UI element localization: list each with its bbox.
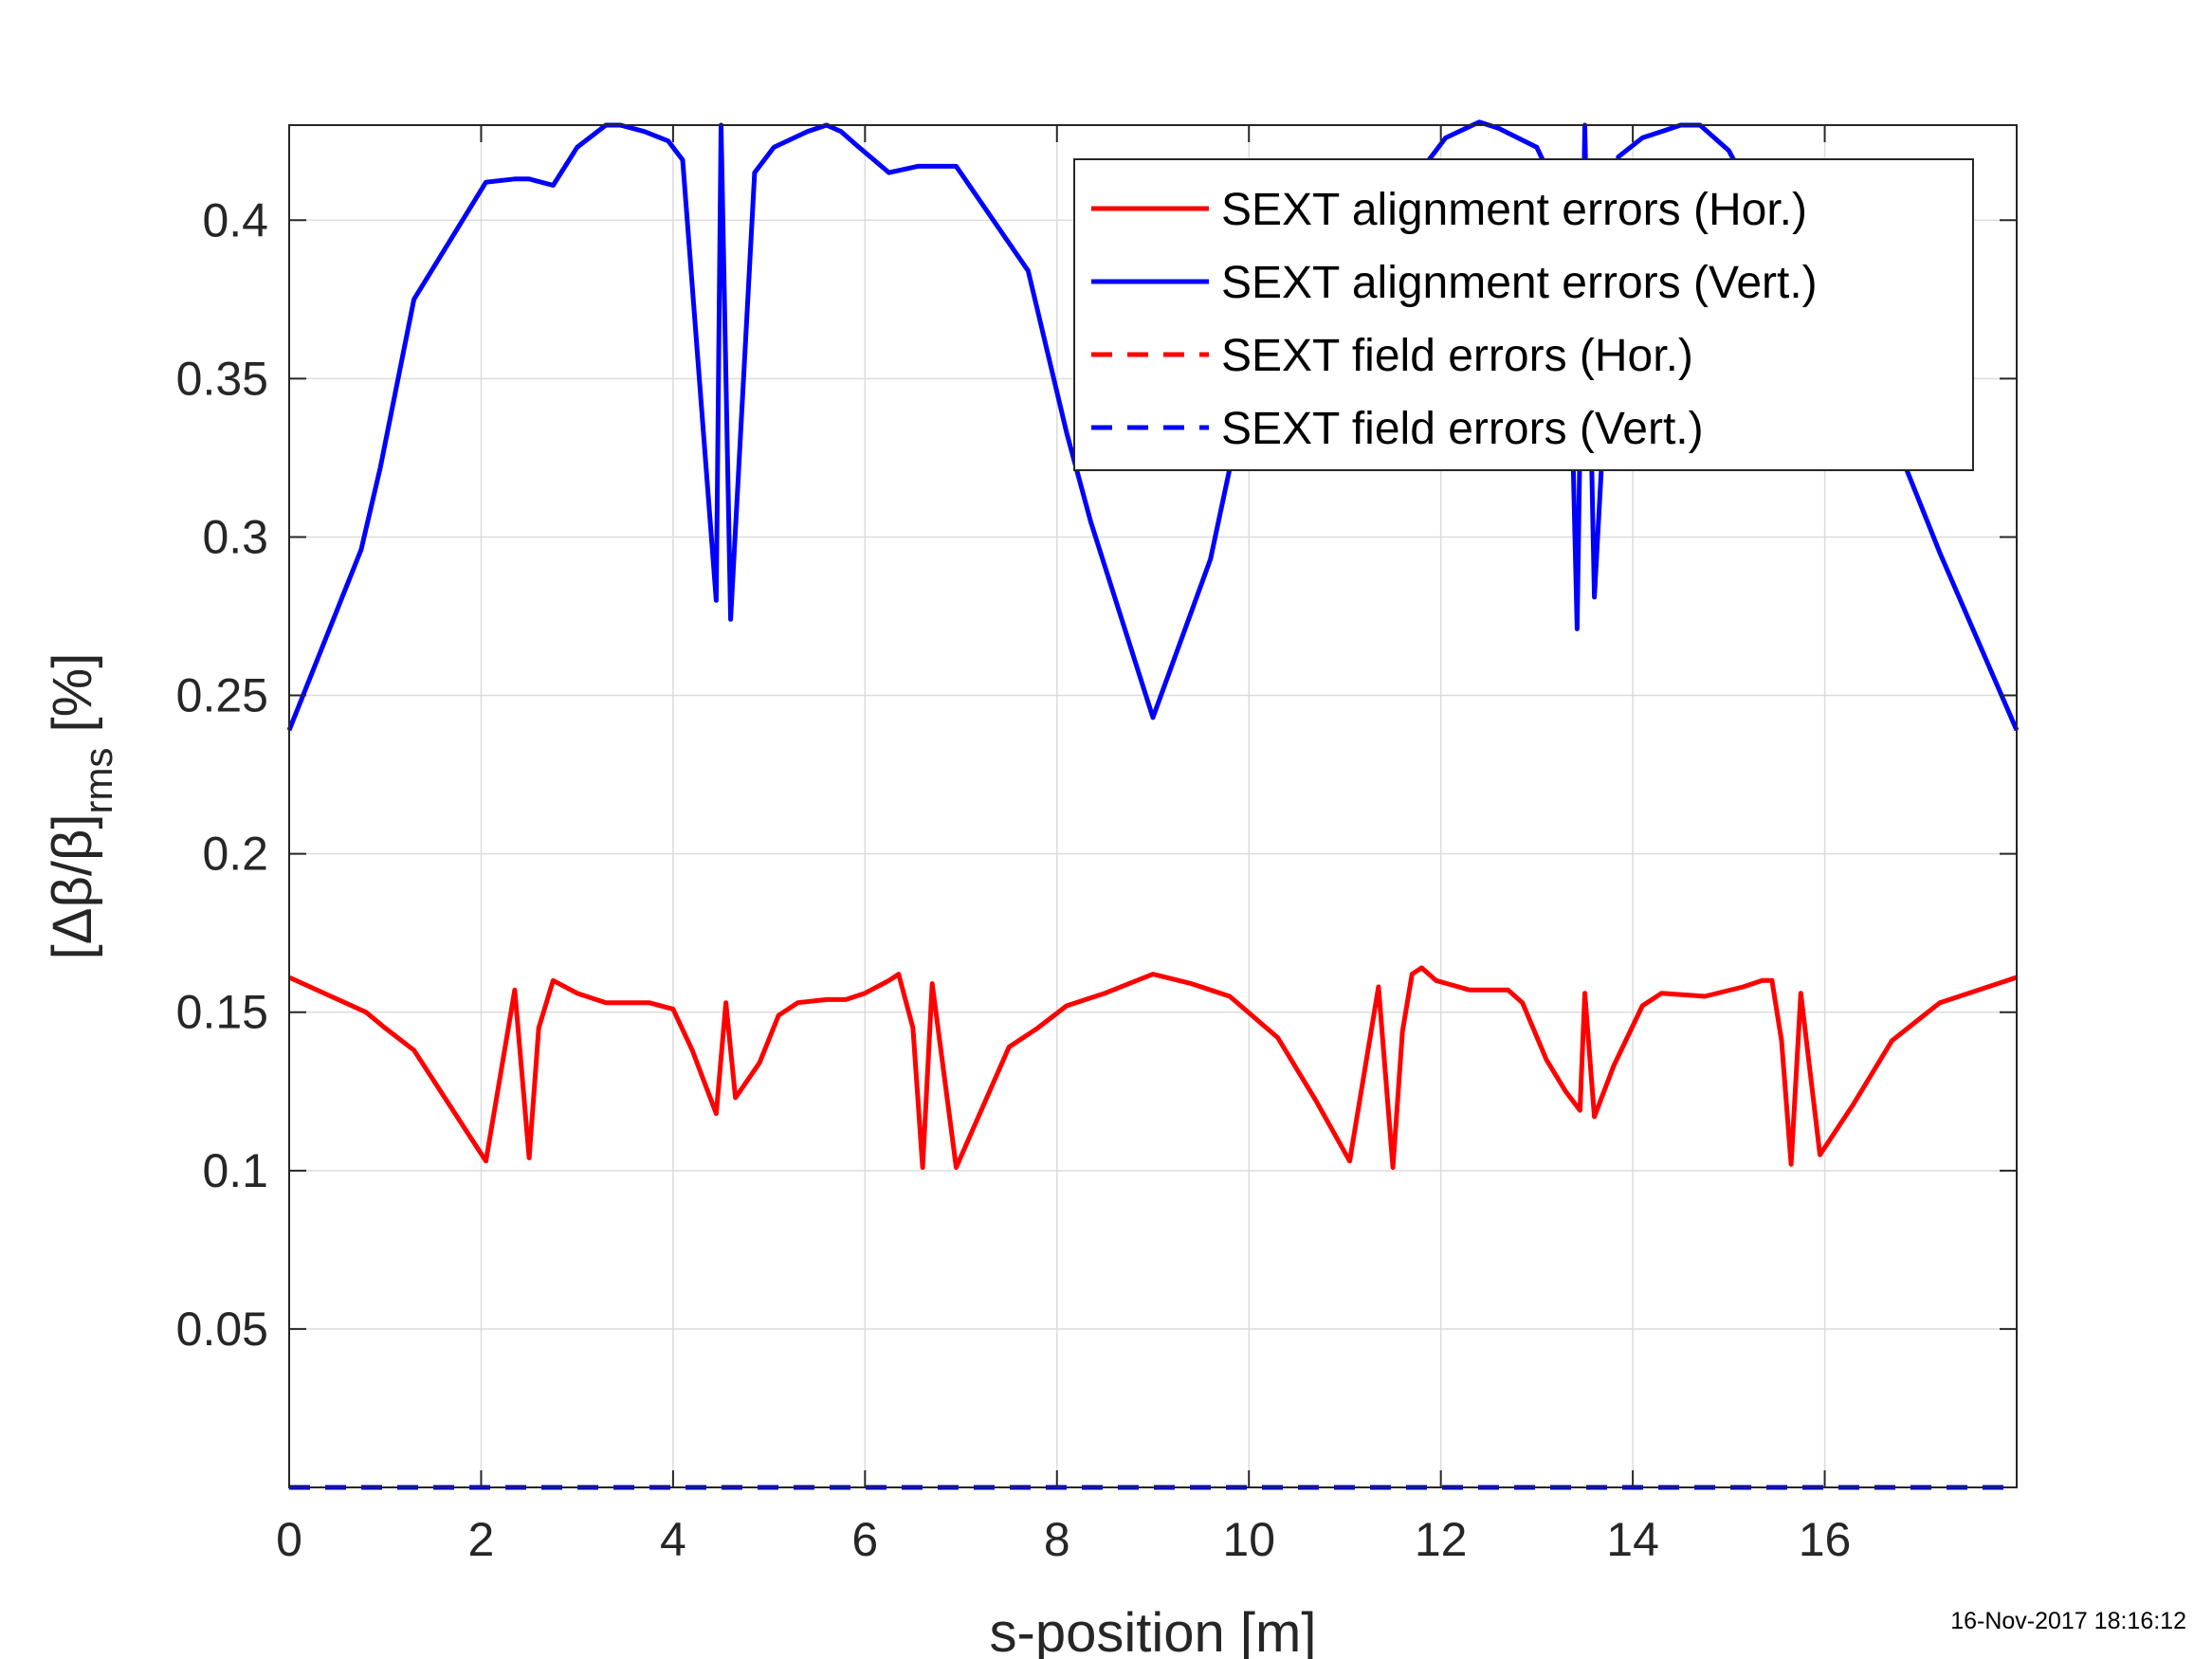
x-tick-label: 0 xyxy=(276,1513,302,1566)
axes-box xyxy=(288,124,2018,1488)
legend-label: SEXT field errors (Vert.) xyxy=(1221,404,1704,454)
legend-label: SEXT field errors (Hor.) xyxy=(1221,331,1693,381)
timestamp: 16-Nov-2017 18:16:12 xyxy=(1950,1608,2186,1634)
y-tick-label: 0.2 xyxy=(202,828,268,881)
y-tick-label: 0.05 xyxy=(176,1303,268,1356)
y-tick-label: 0.35 xyxy=(176,352,268,405)
y-tick-labels: 0.05 0.1 0.15 0.2 0.25 0.3 0.35 0.4 xyxy=(176,193,268,1356)
y-axis-label: [Δβ/β]rms [%] xyxy=(42,653,120,960)
x-tick-label: 2 xyxy=(468,1513,495,1566)
y-axis-label-unit: [%] xyxy=(42,653,103,748)
x-axis-label: s-position [m] xyxy=(990,1602,1317,1659)
y-tick-label: 0.1 xyxy=(202,1144,268,1197)
x-tick-label: 8 xyxy=(1044,1513,1070,1566)
x-tick-label: 10 xyxy=(1222,1513,1275,1566)
y-tick-label: 0.4 xyxy=(202,193,268,246)
y-tick-label: 0.25 xyxy=(176,669,268,722)
ticks xyxy=(288,125,2017,1487)
x-tick-label: 4 xyxy=(660,1513,686,1566)
legend-label: SEXT alignment errors (Vert.) xyxy=(1221,258,1818,308)
series-line-1 xyxy=(287,965,2018,1170)
legend-label: SEXT alignment errors (Hor.) xyxy=(1221,185,1807,235)
x-tick-labels: 0 2 4 6 8 10 12 14 16 xyxy=(276,1513,1851,1566)
y-tick-label: 0.3 xyxy=(202,510,268,563)
x-tick-label: 14 xyxy=(1606,1513,1659,1566)
x-tick-label: 6 xyxy=(851,1513,878,1566)
legend-box xyxy=(1073,158,1974,471)
x-tick-label: 16 xyxy=(1799,1513,1852,1566)
y-axis-label-main: [Δβ/β] xyxy=(42,814,103,960)
x-tick-label: 12 xyxy=(1415,1513,1468,1566)
y-tick-label: 0.15 xyxy=(176,986,268,1039)
legend: SEXT alignment errors (Hor.) SEXT alignme… xyxy=(1073,158,1974,471)
y-axis-label-subscript: rms xyxy=(76,748,120,814)
